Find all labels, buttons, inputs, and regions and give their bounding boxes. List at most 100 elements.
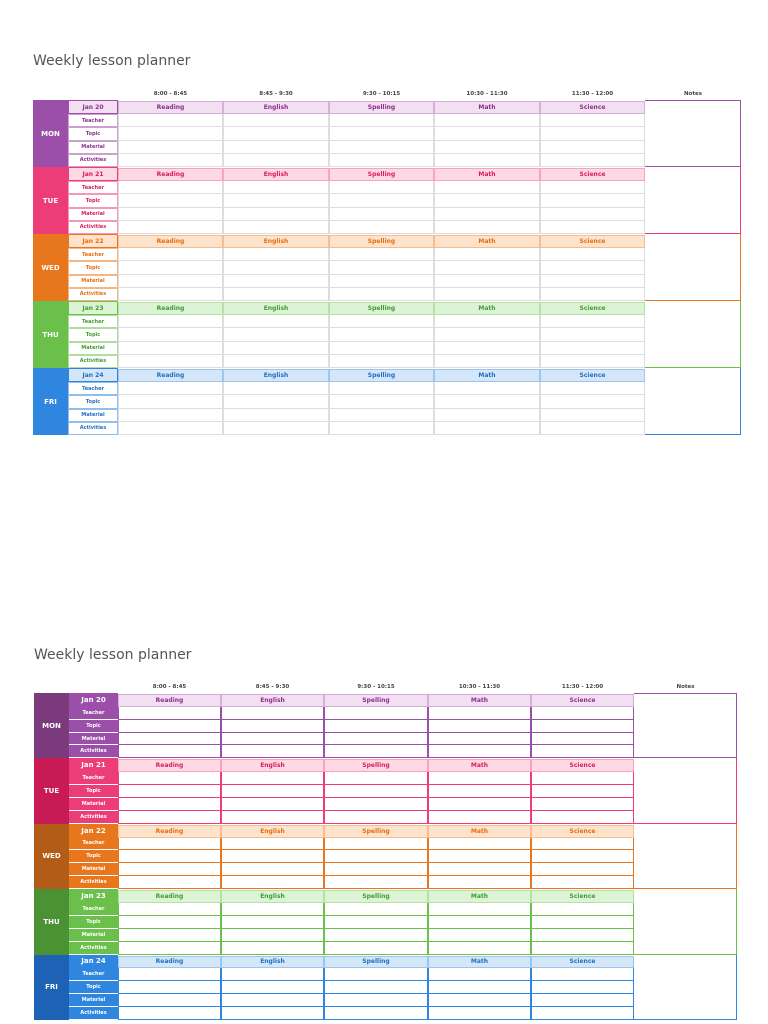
lesson-cell — [329, 153, 434, 167]
subject-cell: Math — [428, 955, 531, 969]
lesson-cell — [531, 1007, 634, 1020]
subject-cell: Reading — [118, 369, 223, 383]
lesson-cell — [324, 772, 428, 786]
subject-cell: Science — [540, 302, 645, 316]
row-label: Material — [68, 207, 118, 221]
row-label: Topic — [68, 328, 118, 342]
lesson-cell — [118, 421, 223, 435]
day-label: FRI — [33, 368, 68, 435]
row-label: Topic — [69, 719, 118, 733]
lesson-cell — [428, 745, 531, 759]
lesson-cell — [118, 810, 221, 824]
subject-cell: Math — [428, 890, 531, 903]
date-cell: Jan 21 — [68, 167, 118, 182]
lesson-cell — [434, 421, 540, 435]
subject-cell: Spelling — [324, 890, 428, 903]
subject-cell: English — [223, 168, 329, 182]
date-cell: Jan 22 — [68, 234, 118, 249]
notes-cell — [645, 368, 741, 435]
row-label: Activities — [69, 745, 118, 759]
column-header: 10:30 - 11:30 — [458, 684, 501, 690]
lesson-cell — [540, 421, 645, 435]
lesson-cell — [324, 902, 428, 916]
lesson-cell — [531, 745, 634, 759]
lesson-cell — [434, 140, 540, 154]
planner-title: Weekly lesson planner — [34, 647, 192, 663]
lesson-cell — [221, 745, 324, 759]
row-label: Material — [68, 408, 118, 422]
date-cell: Jan 22 — [69, 823, 118, 838]
lesson-cell — [428, 1007, 531, 1020]
lesson-cell — [118, 261, 223, 275]
lesson-cell — [221, 837, 324, 851]
row-label: Activities — [68, 421, 118, 435]
lesson-cell — [531, 706, 634, 720]
lesson-cell — [540, 274, 645, 288]
subject-cell: Spelling — [324, 694, 428, 707]
lesson-cell — [434, 354, 540, 368]
lesson-cell — [329, 207, 434, 221]
lesson-cell — [118, 850, 221, 864]
lesson-cell — [118, 354, 223, 368]
lesson-cell — [221, 719, 324, 733]
subject-cell: Science — [540, 235, 645, 249]
lesson-cell — [428, 863, 531, 877]
lesson-cell — [531, 850, 634, 864]
row-label: Topic — [69, 785, 118, 798]
lesson-cell — [329, 382, 434, 396]
lesson-cell — [324, 850, 428, 864]
lesson-cell — [221, 797, 324, 811]
lesson-cell — [324, 732, 428, 746]
subject-cell: Spelling — [329, 302, 434, 316]
lesson-cell — [118, 207, 223, 221]
lesson-cell — [329, 287, 434, 301]
lesson-cell — [118, 194, 223, 208]
row-label: Teacher — [69, 837, 118, 851]
lesson-cell — [324, 863, 428, 877]
lesson-cell — [531, 876, 634, 890]
lesson-cell — [221, 876, 324, 890]
lesson-cell — [329, 114, 434, 128]
lesson-cell — [540, 194, 645, 208]
subject-cell: Reading — [118, 302, 223, 316]
lesson-cell — [118, 876, 221, 890]
lesson-cell — [223, 315, 329, 329]
lesson-cell — [118, 382, 223, 396]
row-label: Topic — [68, 194, 118, 208]
lesson-cell — [531, 863, 634, 877]
column-header: 8:45 - 9:30 — [255, 684, 290, 690]
lesson-cell — [118, 732, 221, 746]
row-label: Teacher — [69, 772, 118, 786]
lesson-cell — [223, 328, 329, 342]
lesson-cell — [540, 181, 645, 195]
lesson-cell — [324, 797, 428, 811]
lesson-cell — [118, 902, 221, 916]
lesson-cell — [329, 181, 434, 195]
lesson-cell — [118, 994, 221, 1008]
subject-cell: Science — [540, 101, 645, 115]
row-label: Teacher — [68, 114, 118, 128]
lesson-cell — [118, 274, 223, 288]
lesson-cell — [223, 248, 329, 262]
lesson-cell — [540, 207, 645, 221]
lesson-cell — [434, 328, 540, 342]
lesson-cell — [223, 220, 329, 234]
lesson-cell — [434, 114, 540, 128]
row-label: Material — [69, 994, 118, 1008]
lesson-cell — [324, 941, 428, 955]
row-label: Topic — [69, 915, 118, 929]
lesson-cell — [223, 207, 329, 221]
subject-cell: English — [223, 369, 329, 383]
lesson-cell — [540, 127, 645, 141]
lesson-cell — [531, 928, 634, 942]
row-label: Activities — [69, 941, 118, 955]
lesson-cell — [118, 719, 221, 733]
lesson-cell — [221, 785, 324, 798]
lesson-cell — [223, 287, 329, 301]
lesson-cell — [118, 863, 221, 877]
notes-cell — [634, 823, 737, 890]
lesson-cell — [221, 863, 324, 877]
lesson-cell — [540, 395, 645, 409]
subject-cell: Reading — [118, 101, 223, 115]
lesson-cell — [428, 968, 531, 982]
